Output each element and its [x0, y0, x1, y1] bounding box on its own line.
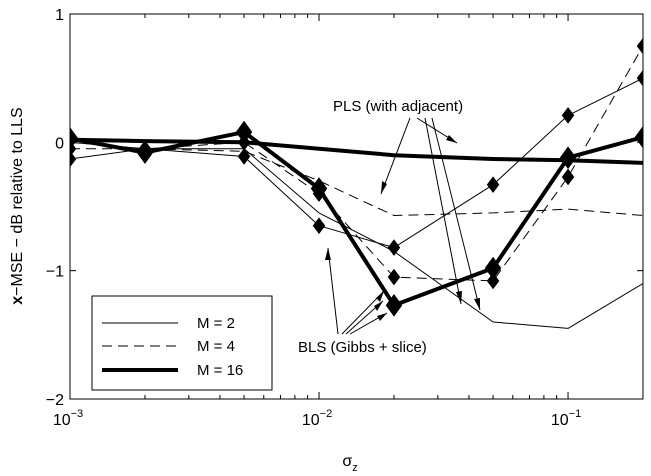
series-line-pls-m4: [70, 141, 643, 216]
legend-box: [91, 295, 273, 391]
marker-layer: [70, 37, 643, 317]
pls-arrow-head: [446, 135, 457, 143]
series-layer: [70, 45, 643, 329]
data-point-marker: [70, 127, 79, 150]
y-tick-label: 0: [55, 135, 64, 152]
data-point-marker: [387, 239, 401, 256]
pls-arrow-head: [474, 298, 480, 310]
y-tick-label: −2: [46, 392, 64, 409]
y-axis-label: x−MSE − dB relative to LLS: [9, 107, 26, 304]
annotation-pls: PLS (with adjacent): [333, 98, 481, 311]
data-point-marker: [312, 217, 326, 235]
pls-arrow-head: [381, 181, 387, 194]
x-axis-label: σz: [342, 453, 357, 474]
data-point-marker: [235, 120, 253, 144]
data-point-marker: [385, 293, 403, 317]
bls-arrow-line: [327, 247, 339, 335]
data-point-marker: [486, 272, 500, 290]
legend-label-m4: M = 4: [197, 338, 235, 355]
x-tick-label-exp: −3: [71, 408, 84, 420]
y-axis-label-bold: x: [9, 296, 26, 305]
x-tick-label-base: 10: [551, 412, 569, 429]
data-point-marker: [484, 256, 502, 280]
legend: M = 2 M = 4 M = 16: [91, 295, 273, 391]
annotation-bls: BLS (Gibbs + slice): [298, 247, 427, 356]
annotation-bls-text: BLS (Gibbs + slice): [298, 339, 427, 356]
series-line-bls-m4: [70, 45, 643, 282]
plot-frame: [69, 13, 644, 400]
bls-arrow-head: [376, 291, 384, 302]
data-point-marker: [636, 37, 643, 55]
data-point-marker: [559, 146, 577, 170]
data-point-marker: [636, 69, 643, 87]
legend-label-m2: M = 2: [197, 315, 235, 332]
data-point-marker: [136, 141, 154, 165]
data-point-marker: [237, 148, 251, 165]
x-tick-label: 10−3: [53, 408, 83, 429]
data-point-marker: [387, 268, 401, 286]
annotation-pls-text: PLS (with adjacent): [333, 98, 463, 115]
x-axis-label-main: σ: [342, 453, 352, 470]
x-tick-label: 10−2: [302, 408, 332, 429]
series-line-pls-m16: [70, 137, 643, 165]
data-point-marker: [310, 177, 328, 200]
pls-arrow-line: [431, 117, 481, 311]
series-line-bls-m16: [70, 130, 643, 308]
pls-arrow-line: [424, 117, 462, 305]
x-tick-label-base: 10: [53, 412, 71, 429]
bls-arrow-head: [374, 301, 383, 311]
x-tick-label: 10−1: [551, 408, 581, 429]
data-point-marker: [561, 168, 575, 186]
tick-layer: 10−1−210−3 10−2 10−1: [46, 7, 644, 429]
y-tick-label: −1: [46, 264, 64, 281]
legend-label-m16: M = 16: [197, 362, 243, 379]
x-tick-label-base: 10: [302, 412, 320, 429]
x-tick-label-exp: −1: [569, 408, 582, 420]
y-axis-label-rest: −MSE − dB relative to LLS: [9, 107, 26, 296]
x-tick-label-exp: −2: [320, 408, 333, 420]
bls-arrow-head: [325, 248, 331, 260]
bls-arrow-head: [377, 313, 387, 321]
data-point-marker: [561, 106, 575, 124]
pls-arrow-line: [380, 117, 411, 195]
y-tick-label: 1: [55, 7, 64, 24]
data-point-marker: [486, 176, 500, 194]
x-axis-label-subscript: z: [352, 462, 358, 474]
pls-arrow-head: [456, 291, 462, 304]
